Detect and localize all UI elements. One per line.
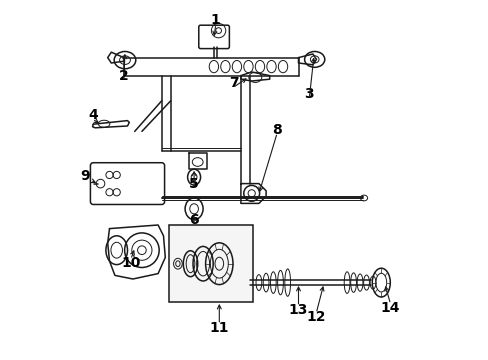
Text: 1: 1 [210,13,220,27]
Text: 14: 14 [380,301,399,315]
Text: 2: 2 [119,69,128,82]
Text: 10: 10 [121,256,141,270]
Text: 9: 9 [81,170,90,183]
Text: 7: 7 [228,76,238,90]
Text: 3: 3 [304,87,313,100]
Text: 11: 11 [209,321,228,334]
Text: 13: 13 [288,303,307,316]
Text: 5: 5 [189,177,199,190]
Text: 8: 8 [271,123,281,136]
Text: 4: 4 [88,108,98,122]
Bar [168,225,253,302]
Text: 12: 12 [306,310,325,324]
Text: 6: 6 [189,213,199,226]
